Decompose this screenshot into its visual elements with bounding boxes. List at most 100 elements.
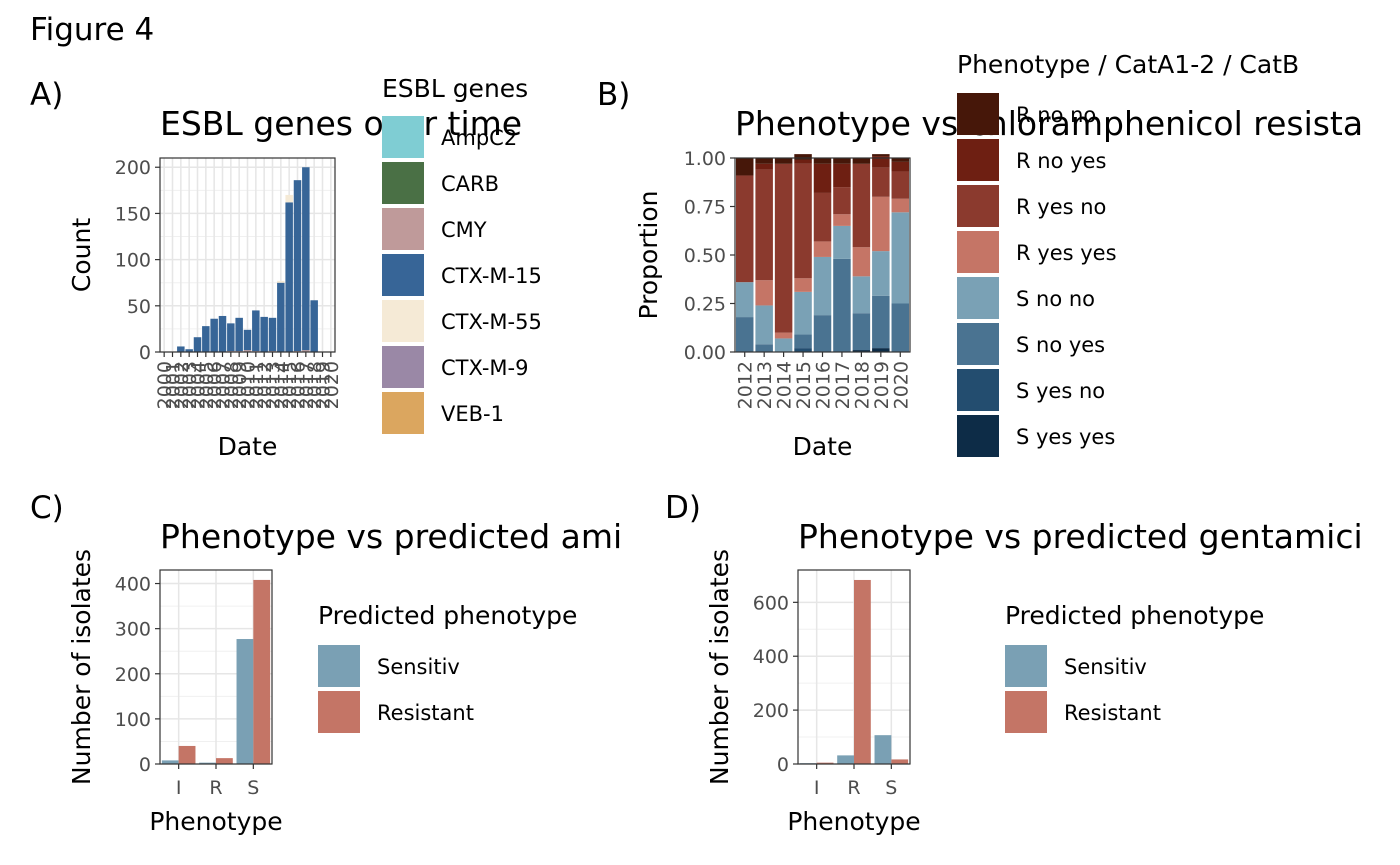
legend-key xyxy=(318,645,360,687)
legend-key xyxy=(957,323,999,365)
bar-segment xyxy=(185,349,193,352)
bar-segment xyxy=(833,225,851,259)
bar-segment xyxy=(833,158,851,164)
bar-segment xyxy=(285,202,293,352)
legend-label: Resistant xyxy=(1064,701,1161,725)
x-tick-label: 2016 xyxy=(288,361,310,409)
bar-segment xyxy=(774,332,793,339)
bar-segment xyxy=(794,163,812,279)
x-tick-label: 2020 xyxy=(321,361,343,409)
x-tick-label: 2020 xyxy=(890,361,912,409)
bar-segment xyxy=(872,251,890,296)
legend-label: R yes no xyxy=(1016,195,1106,219)
x-tick-label: 2000 xyxy=(154,361,176,409)
x-tick-label: 2008 xyxy=(221,361,243,409)
bar-segment xyxy=(794,291,812,335)
y-tick-label: 0.75 xyxy=(684,197,726,219)
y-tick-label: 0.50 xyxy=(684,245,726,267)
bar-segment xyxy=(794,348,812,352)
x-tick-label: 2002 xyxy=(171,361,193,409)
bar-segment xyxy=(813,256,832,316)
bar-segment xyxy=(202,326,210,352)
bar-segment xyxy=(735,175,754,283)
legend-label: S no no xyxy=(1016,287,1095,311)
x-axis-title: Phenotype xyxy=(149,807,282,836)
x-tick-label: 2005 xyxy=(196,361,218,409)
y-tick-label: 0 xyxy=(139,342,151,364)
bar-segment xyxy=(833,163,851,188)
panel-4: D) Phenotype vs predicted gentamici 0 200 40… xyxy=(665,490,1363,836)
bar-segment xyxy=(794,154,812,160)
legend-label: S yes yes xyxy=(1016,425,1115,449)
bar-segment xyxy=(268,317,277,352)
panel-2: B) Phenotype vs chloramphenicol resista 0.… xyxy=(597,50,1363,461)
bar-segment xyxy=(277,282,285,352)
bar-segment xyxy=(293,180,302,352)
x-tick-label: 2014 xyxy=(774,361,796,409)
y-tick-label: 600 xyxy=(753,592,789,614)
bar-segment xyxy=(735,282,754,318)
legend: Phenotype / CatA1-2 / CatB R no no R no ye… xyxy=(957,50,1299,457)
legend-label: Sensitiv xyxy=(377,655,460,679)
bar-segment xyxy=(285,194,293,203)
y-tick-label: 0.00 xyxy=(684,342,726,364)
y-tick-label: 100 xyxy=(115,250,151,272)
legend-label: CTX-M-9 xyxy=(441,356,528,380)
bar xyxy=(874,735,892,764)
y-tick-label: 150 xyxy=(115,203,151,225)
legend-label: VEB-1 xyxy=(441,402,504,426)
y-tick-label: 0 xyxy=(139,754,151,776)
legend-label: Resistant xyxy=(377,701,474,725)
bar-segment xyxy=(794,334,812,349)
x-tick-label: I xyxy=(176,777,182,799)
bar-segment xyxy=(755,280,773,306)
bar-segment xyxy=(235,317,243,352)
x-tick-label: 2003 xyxy=(179,361,201,409)
x-tick-label: 2001 xyxy=(163,361,185,409)
bar-segment xyxy=(872,167,890,197)
bar-segment xyxy=(243,329,252,351)
x-tick-label: 2017 xyxy=(832,361,854,409)
bar-segment xyxy=(852,350,871,352)
bar-segment xyxy=(852,158,871,164)
legend-key xyxy=(318,691,360,733)
bar-segment xyxy=(193,337,202,352)
legend-key xyxy=(957,139,999,181)
bar-segment xyxy=(813,163,832,193)
legend-label: CTX-M-55 xyxy=(441,310,542,334)
bar-segment xyxy=(872,196,890,252)
legend-label: S no yes xyxy=(1016,333,1105,357)
y-axis-title: Count xyxy=(67,218,96,292)
bar-segment xyxy=(872,348,890,352)
legend-title: Predicted phenotype xyxy=(1005,601,1264,630)
bar-segment xyxy=(755,344,773,352)
bar-segment xyxy=(852,247,871,277)
x-tick-label: 2015 xyxy=(279,361,301,409)
legend-key xyxy=(957,185,999,227)
bar-segment xyxy=(794,278,812,292)
bar-segment xyxy=(891,158,910,162)
bar-segment xyxy=(872,154,890,157)
x-tick-label: R xyxy=(209,777,222,799)
x-tick-label: I xyxy=(814,777,820,799)
y-tick-label: 0.25 xyxy=(684,294,726,316)
bar-segment xyxy=(891,303,910,352)
bar-segment xyxy=(755,163,773,170)
bar-segment xyxy=(210,318,218,352)
legend-key xyxy=(382,162,424,204)
legend-key xyxy=(382,208,424,250)
x-tick-label: S xyxy=(247,777,259,799)
x-tick-label: 2004 xyxy=(188,361,210,409)
bar-segment xyxy=(310,300,318,352)
bar-segment xyxy=(891,212,910,304)
legend-title: ESBL genes xyxy=(382,74,528,103)
legend-key xyxy=(957,277,999,319)
x-tick-label: 2013 xyxy=(754,361,776,409)
legend-key xyxy=(382,116,424,158)
legend-key xyxy=(957,231,999,273)
bar-segment xyxy=(833,258,851,352)
legend-key xyxy=(382,346,424,388)
panel-1: A)ESBL genes over time050100150200200020… xyxy=(30,74,542,461)
bar-segment xyxy=(813,315,832,352)
y-tick-label: 200 xyxy=(115,157,151,179)
